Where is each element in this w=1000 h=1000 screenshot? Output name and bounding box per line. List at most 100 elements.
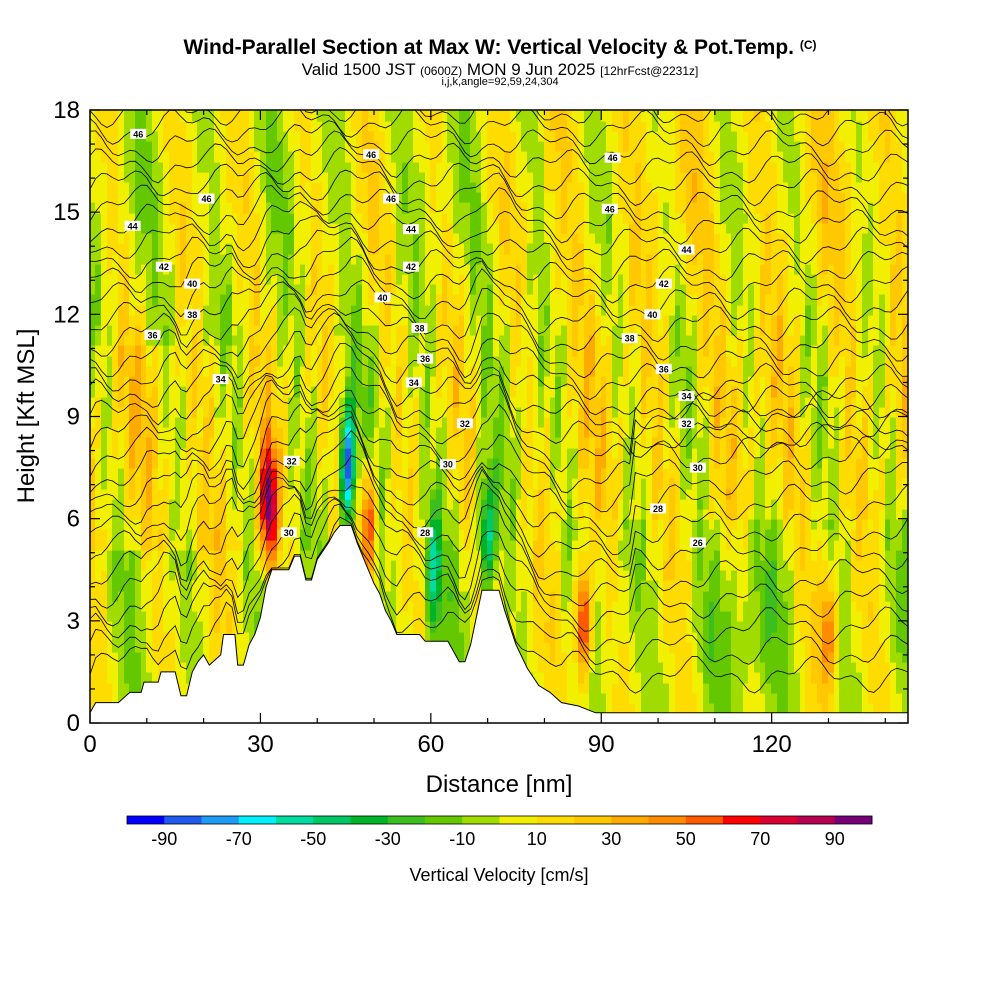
velocity-cell [459,263,466,275]
velocity-cell [476,304,483,316]
velocity-cell [294,150,302,163]
velocity-cell [203,590,211,602]
velocity-cell [197,242,205,255]
velocity-cell [288,242,296,255]
velocity-cell [459,304,466,316]
velocity-cell [533,212,540,224]
velocity-cell [203,488,211,500]
velocity-cell [141,457,148,469]
velocity-cell [516,161,523,173]
velocity-cell [436,406,444,418]
velocity-cell [425,161,432,173]
velocity-cell [283,518,290,530]
velocity-cell [374,161,381,173]
velocity-cell [379,488,387,500]
velocity-cell [379,549,387,561]
velocity-cell [402,304,410,316]
velocity-cell [209,549,216,561]
velocity-cell [481,365,489,377]
velocity-cell [300,385,307,398]
velocity-cell [266,201,273,214]
velocity-cell [146,263,154,275]
velocity-cell [561,671,569,684]
velocity-cell [90,457,97,469]
velocity-cell [481,140,489,152]
velocity-cell [260,293,268,306]
velocity-cell [510,161,518,173]
velocity-cell [555,314,563,326]
velocity-cell [283,539,290,551]
velocity-cell [124,304,131,316]
velocity-cell [209,263,216,275]
velocity-cell [152,457,160,469]
velocity-cell [453,212,461,224]
velocity-cell [112,304,120,316]
velocity-cell [243,406,251,418]
velocity-cell [288,222,296,234]
velocity-cell [192,508,199,520]
velocity-cell [504,212,512,224]
velocity-cell [555,518,563,530]
velocity-cell [169,304,177,316]
velocity-cell [470,110,478,122]
velocity-cell [90,477,97,490]
velocity-cell [129,610,137,622]
velocity-cell [95,191,103,203]
velocity-cell [220,569,228,581]
velocity-cell [232,375,239,387]
velocity-cell [237,344,245,357]
velocity-cell [249,273,256,285]
velocity-cell [391,242,398,255]
velocity-cell [311,477,319,490]
velocity-cell [192,467,199,479]
velocity-cell [402,314,410,326]
velocity-cell [118,161,126,173]
velocity-cell [408,477,415,490]
velocity-cell [226,171,234,183]
velocity-cell [249,396,256,408]
velocity-cell [391,130,398,142]
velocity-cell [487,416,495,428]
velocity-cell [197,222,205,234]
velocity-cell [453,528,461,541]
velocity-cell [538,498,546,510]
velocity-cell [351,120,358,132]
velocity-cell [510,293,518,306]
velocity-cell [141,406,148,418]
velocity-cell [481,467,489,479]
velocity-cell [555,426,563,438]
velocity-cell [368,181,376,193]
velocity-cell [487,314,495,326]
velocity-cell [90,140,97,152]
velocity-cell [277,508,285,520]
velocity-cell [169,171,177,183]
velocity-cell [510,426,518,438]
velocity-cell [544,498,552,510]
velocity-cell [254,150,262,163]
velocity-cell [101,488,109,500]
velocity-cell [283,232,290,244]
velocity-cell [271,242,279,255]
velocity-cell [368,171,376,183]
velocity-cell [499,426,506,438]
velocity-cell [402,498,410,510]
velocity-cell [356,365,364,377]
velocity-cell [396,396,404,408]
velocity-cell [186,171,194,183]
velocity-cell [396,590,404,602]
velocity-cell [107,344,114,357]
velocity-cell [396,436,404,449]
velocity-cell [283,467,290,479]
velocity-cell [550,110,557,122]
velocity-cell [442,314,449,326]
velocity-cell [243,416,251,428]
velocity-cell [436,631,444,643]
velocity-cell [129,508,137,520]
velocity-cell [243,150,251,163]
velocity-cell [419,467,427,479]
velocity-cell [249,508,256,520]
velocity-cell [413,416,421,428]
velocity-cell [175,436,182,449]
velocity-cell [169,539,177,551]
velocity-cell [527,140,535,152]
